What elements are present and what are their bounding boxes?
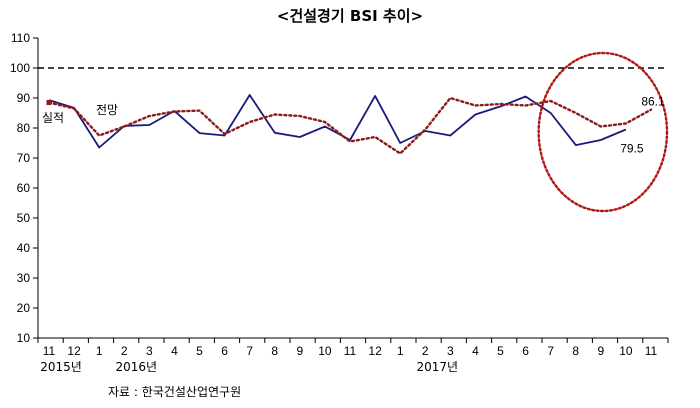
data-label-forecast-last: 86.1 xyxy=(641,95,665,109)
y-tick-label: 20 xyxy=(17,301,31,315)
x-tick-label: 2 xyxy=(121,344,128,358)
series-start-marker xyxy=(46,100,52,105)
highlight-ellipse xyxy=(537,51,669,213)
x-tick-label: 12 xyxy=(67,344,81,358)
x-tick-label: 11 xyxy=(344,344,357,358)
x-tick-label: 9 xyxy=(597,344,604,358)
series-line-actual xyxy=(48,94,627,149)
series-line-forecast xyxy=(47,96,653,155)
x-year-label: 2015년 xyxy=(40,360,82,374)
x-tick-label: 11 xyxy=(43,344,56,358)
x-tick-label: 5 xyxy=(196,344,203,358)
x-tick-label: 12 xyxy=(368,344,382,358)
x-tick-label: 2 xyxy=(422,344,429,358)
x-tick-label: 1 xyxy=(96,344,103,358)
y-tick-label: 100 xyxy=(10,61,30,75)
data-label-actual-last: 79.5 xyxy=(620,142,644,156)
y-tick-label: 110 xyxy=(11,31,30,45)
x-tick-label: 3 xyxy=(146,344,153,358)
series-label-forecast: 전망 xyxy=(96,103,118,117)
x-tick-label: 9 xyxy=(296,344,303,358)
y-tick-label: 90 xyxy=(17,91,31,105)
y-tick-label: 30 xyxy=(17,271,31,285)
x-tick-label: 7 xyxy=(246,344,253,358)
x-tick-label: 7 xyxy=(547,344,554,358)
x-tick-label: 6 xyxy=(221,344,228,358)
y-tick-label: 80 xyxy=(17,121,31,135)
chart-title: <건설경기 BSI 추이> xyxy=(277,7,423,25)
x-tick-label: 8 xyxy=(271,344,278,358)
x-year-label: 2016년 xyxy=(115,360,157,374)
x-tick-label: 10 xyxy=(318,344,332,358)
highlight-ellipse-shape xyxy=(537,51,669,213)
y-tick-label: 10 xyxy=(17,331,31,345)
x-tick-label: 4 xyxy=(171,344,178,358)
y-tick-label: 70 xyxy=(17,151,31,165)
x-tick-label: 3 xyxy=(447,344,454,358)
y-tick-label: 50 xyxy=(17,211,31,225)
y-axis: 10 20 30 40 50 60 70 80 90 100 110 xyxy=(10,31,39,345)
series-label-actual: 실적 xyxy=(42,111,64,125)
x-year-label: 2017년 xyxy=(416,360,458,374)
data-labels: 실적 전망 86.1 79.5 xyxy=(42,95,665,156)
x-tick-label: 10 xyxy=(619,344,633,358)
y-tick-label: 60 xyxy=(17,181,31,195)
x-tick-label: 5 xyxy=(497,344,504,358)
x-tick-label: 1 xyxy=(397,344,404,358)
source-note: 자료 : 한국건설산업연구원 xyxy=(108,385,241,399)
series-lines xyxy=(46,94,653,155)
x-tick-label: 6 xyxy=(522,344,529,358)
x-tick-label: 11 xyxy=(645,344,658,358)
y-tick-label: 40 xyxy=(17,241,31,255)
x-tick-label: 8 xyxy=(572,344,579,358)
x-tick-label: 4 xyxy=(472,344,479,358)
